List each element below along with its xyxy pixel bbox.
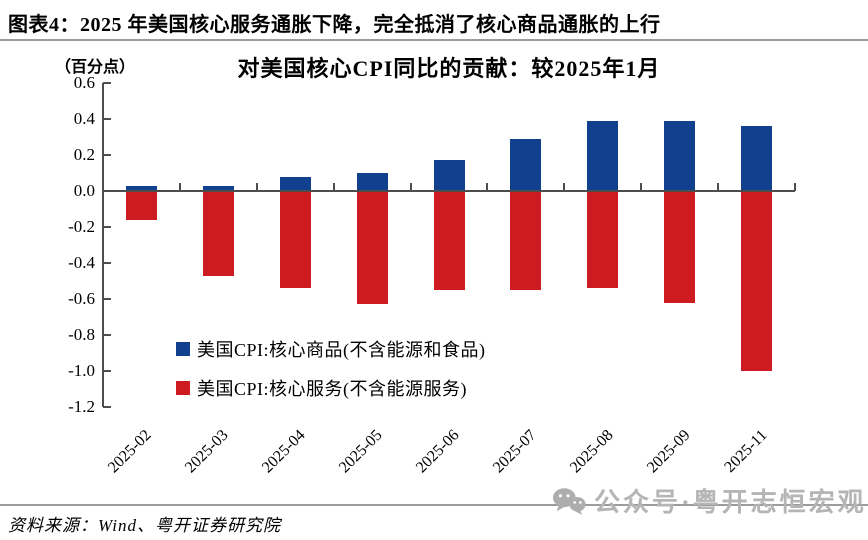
y-axis-tick — [103, 118, 111, 120]
y-tick-label: 0.6 — [73, 73, 95, 92]
y-tick-label: -1.2 — [68, 397, 95, 416]
x-axis-label: 2025-07 — [489, 426, 540, 477]
footer-divider — [0, 504, 868, 506]
y-tick-label: -0.2 — [68, 217, 95, 236]
legend-item-core-goods: 美国CPI:核心商品(不含能源和食品) — [176, 336, 486, 362]
bar-core-goods-2025-06 — [433, 160, 465, 191]
bar-core-goods-2025-03 — [202, 185, 234, 191]
x-axis-tick — [255, 183, 258, 191]
wechat-icon — [552, 487, 586, 515]
axis-unit-label: （百分点） — [55, 59, 136, 76]
x-axis-tick — [332, 183, 335, 191]
y-tick-label: -0.6 — [68, 289, 95, 308]
bar-core-services-2025-04 — [279, 191, 311, 289]
page-title: 图表4：2025 年美国核心服务通胀下降，完全抵消了核心商品通胀的上行 — [8, 14, 661, 36]
x-axis-tick — [717, 183, 720, 191]
legend-label-core-services: 美国CPI:核心服务(不含能源服务) — [197, 379, 467, 399]
title-divider — [0, 39, 868, 41]
legend-swatch-core-goods — [176, 342, 190, 356]
y-axis-tick — [103, 298, 111, 300]
bar-core-goods-2025-04 — [279, 176, 311, 191]
y-tick-label: 0.2 — [73, 145, 95, 164]
bar-core-services-2025-06 — [433, 191, 465, 290]
y-tick-label: -1.0 — [68, 361, 95, 380]
bar-core-goods-2025-07 — [510, 138, 542, 191]
x-axis-tick — [409, 183, 412, 191]
legend-swatch-core-services — [176, 381, 190, 395]
bar-core-goods-2025-02 — [125, 185, 157, 191]
bar-core-services-2025-07 — [510, 191, 542, 290]
y-tick-label: -0.8 — [68, 325, 95, 344]
x-axis-label: 2025-02 — [105, 426, 156, 477]
y-axis-tick — [103, 262, 111, 264]
x-axis-tick — [794, 183, 796, 191]
bar-core-goods-2025-08 — [587, 120, 619, 191]
y-axis-tick — [103, 226, 111, 228]
watermark-text: 公众号·粤开志恒宏观 — [594, 488, 867, 517]
y-axis-tick — [103, 154, 111, 156]
x-axis-tick — [486, 183, 489, 191]
x-axis-tick — [640, 183, 643, 191]
watermark: 公众号·粤开志恒宏观 — [552, 482, 867, 519]
x-axis-label: 2025-05 — [336, 426, 386, 477]
zero-baseline — [103, 190, 795, 192]
legend-label-core-goods: 美国CPI:核心商品(不含能源和食品) — [197, 340, 486, 360]
bar-core-services-2025-02 — [125, 191, 157, 220]
bar-core-goods-2025-09 — [664, 120, 696, 191]
y-axis-tick — [103, 406, 111, 408]
legend: 美国CPI:核心商品(不含能源和食品) 美国CPI:核心服务(不含能源服务) — [176, 336, 486, 414]
bar-core-services-2025-05 — [356, 191, 388, 305]
bar-core-goods-2025-11 — [741, 126, 773, 191]
y-tick-label: 0.0 — [73, 181, 95, 200]
x-axis-label: 2025-04 — [259, 426, 309, 477]
y-axis-tick — [103, 82, 111, 84]
x-axis-label: 2025-06 — [412, 426, 463, 477]
y-axis-tick — [103, 370, 111, 372]
source-note: 资料来源：Wind、粤开证券研究院 — [8, 516, 281, 535]
legend-item-core-services: 美国CPI:核心服务(不含能源服务) — [176, 375, 486, 401]
y-tick-label: -0.4 — [68, 253, 95, 272]
bar-core-services-2025-03 — [202, 191, 234, 276]
y-axis-tick — [103, 334, 111, 336]
y-axis-line — [102, 83, 104, 407]
x-axis-tick — [178, 183, 181, 191]
x-axis-tick — [563, 183, 566, 191]
bar-core-services-2025-08 — [587, 191, 619, 289]
bar-core-goods-2025-05 — [356, 173, 388, 191]
y-tick-label: 0.4 — [73, 109, 95, 128]
bar-core-services-2025-11 — [741, 191, 773, 371]
bar-core-services-2025-09 — [664, 191, 696, 303]
x-axis-label: 2025-03 — [182, 426, 232, 477]
chart-title: 对美国核心CPI同比的贡献：较2025年1月 — [237, 56, 661, 81]
